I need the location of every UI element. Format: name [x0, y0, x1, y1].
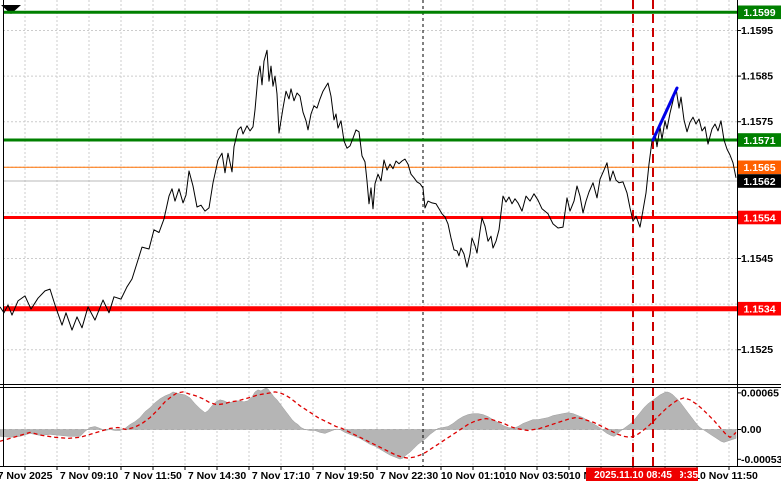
main-chart-pane[interactable] — [3, 0, 737, 383]
time-axis-label: 10 Nov 01:10 — [441, 470, 505, 482]
price-line-series — [0, 49, 737, 331]
time-badge-text: 9:35 — [678, 470, 698, 481]
time-axis-label: 7 Nov 14:30 — [188, 470, 247, 482]
time-axis-label: 7 Nov 22:30 — [380, 470, 439, 482]
price-axis-label: 1.1575 — [741, 116, 773, 128]
time-axis-label: 7 Nov 2025 — [0, 470, 53, 482]
price-badge-current-price — [738, 174, 781, 188]
time-axis-label: 7 Nov 17:10 — [252, 470, 311, 482]
time-axis-label: 10 Nov 11:50 — [694, 470, 758, 482]
price-axis-label: 1.1525 — [741, 344, 773, 356]
price-badge-text: 1.1565 — [743, 162, 775, 174]
price-badge-text: 1.1562 — [743, 176, 775, 188]
macd-axis-label: 0.00065 — [741, 387, 779, 399]
macd-axis-label: -0.00053 — [741, 454, 781, 466]
price-badge-support-mid — [738, 210, 781, 225]
time-badge-vline-0845 — [586, 467, 680, 481]
price-badge-text: 1.1571 — [743, 135, 775, 147]
price-badge-support-lower — [738, 301, 781, 316]
time-badge-vline-0935 — [678, 467, 698, 481]
macd-histogram — [0, 387, 737, 460]
price-badge-resistance-mid — [738, 133, 781, 147]
price-axis-label: 1.1595 — [741, 25, 773, 37]
macd-signal-line — [0, 391, 737, 459]
time-badge-text: 2025.11.10 08:45 — [594, 470, 672, 481]
pane-borders — [0, 0, 781, 467]
trend-line[interactable] — [651, 86, 679, 142]
price-badge-text: 1.1534 — [743, 304, 775, 316]
time-axis-label: 7 Nov 09:10 — [60, 470, 119, 482]
price-badge-text: 1.1554 — [743, 212, 775, 224]
time-axis-label: 7 Nov 19:50 — [316, 470, 375, 482]
price-badge-resistance-upper — [738, 5, 781, 20]
time-axis-label: 10 Nov 03:50 — [505, 470, 569, 482]
macd-pane[interactable] — [3, 387, 737, 466]
time-axis-label: 7 Nov 11:50 — [124, 470, 182, 482]
price-axis-label: 1.1585 — [741, 71, 773, 83]
price-axis-label: 1.1545 — [741, 253, 773, 265]
price-badge-text: 1.1599 — [743, 7, 775, 19]
arrow-marker-icon[interactable] — [1, 5, 21, 14]
price-badge-orange-level — [738, 160, 781, 175]
macd-axis-label: 0.00 — [741, 424, 762, 436]
